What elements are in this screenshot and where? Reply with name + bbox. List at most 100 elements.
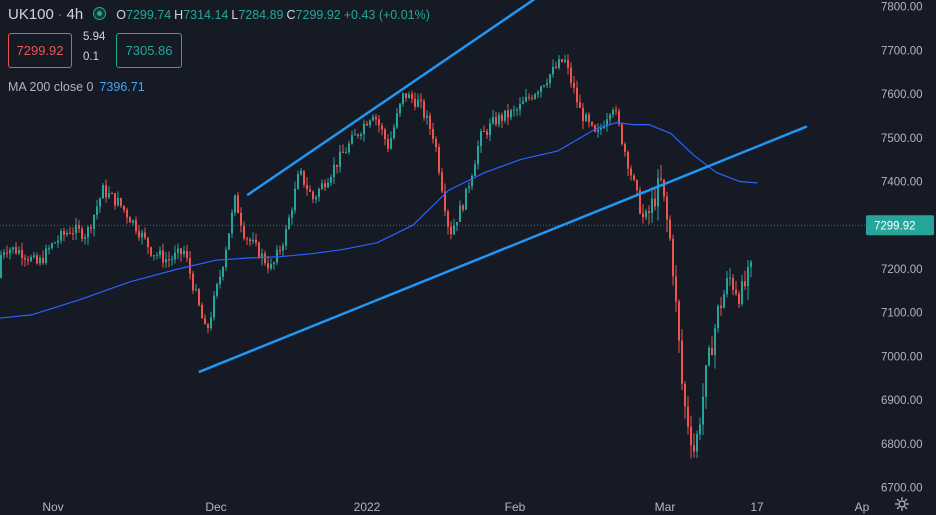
candle-body [327, 182, 329, 188]
candle-body [195, 289, 197, 291]
candle-body [375, 116, 377, 120]
candle-body [573, 83, 575, 88]
price-axis[interactable]: 7800.007700.007600.007500.007400.007300.… [881, 2, 923, 495]
candle-body [708, 347, 710, 366]
sell-button[interactable]: 7299.92 [8, 33, 72, 68]
candle-body [720, 305, 722, 308]
gear-icon[interactable] [894, 496, 910, 512]
close-value: 7299.92 [295, 8, 341, 22]
candle-body [672, 238, 674, 277]
candle-body [261, 253, 263, 258]
lines-layer [0, 0, 808, 373]
candle-body [579, 102, 581, 108]
candle-body [681, 340, 683, 384]
candle-body [267, 263, 269, 269]
candle-body [120, 198, 122, 206]
candle-body [492, 117, 494, 124]
candle-body [549, 74, 551, 84]
candle-body [486, 131, 488, 135]
candle-body [387, 139, 389, 149]
candle-body [408, 94, 410, 99]
candle-body [561, 59, 563, 62]
candle-body [456, 221, 458, 226]
candle-body [627, 152, 629, 169]
candle-body [156, 255, 158, 257]
candle-body [192, 273, 194, 291]
symbol-name[interactable]: UK100 [8, 6, 54, 23]
candle-body [543, 85, 545, 87]
candle-body [294, 188, 296, 211]
y-tick-label: 7000.00 [881, 351, 923, 363]
candle-body [273, 262, 275, 264]
candle-body [231, 212, 233, 234]
candle-body [501, 114, 503, 121]
candle-body [750, 261, 752, 267]
candle-body [246, 238, 248, 240]
candle-body [714, 328, 716, 355]
candle-body [507, 110, 509, 118]
candle-body [735, 289, 737, 294]
candle-body [111, 193, 113, 195]
candle-body [663, 179, 665, 197]
candle-body [87, 227, 89, 238]
indicator-legend[interactable]: MA 200 close 0 7396.71 [8, 80, 145, 94]
candle-body [24, 257, 26, 260]
trendline-upper[interactable] [246, 0, 536, 196]
trendline-lower[interactable] [198, 125, 808, 373]
candle-body [357, 134, 359, 136]
candle-body [687, 406, 689, 427]
candle-body [420, 99, 422, 102]
candle-body [42, 257, 44, 263]
candle-body [468, 186, 470, 189]
candle-body [732, 277, 734, 290]
time-axis[interactable]: Nov Dec 2022 Feb Mar 17 Ap [42, 500, 869, 514]
y-tick-label: 6900.00 [881, 395, 923, 407]
candle-body [462, 205, 464, 210]
candle-body [36, 255, 38, 264]
candle-body [201, 304, 203, 319]
candle-body [564, 59, 566, 62]
candle-body [306, 184, 308, 190]
candle-body [531, 97, 533, 99]
candle-body [684, 383, 686, 407]
candle-body [99, 198, 101, 207]
candle-body [552, 66, 554, 75]
candle-body [321, 183, 323, 190]
interval-label[interactable]: 4h [66, 6, 84, 23]
candle-body [54, 242, 56, 244]
candle-body [132, 220, 134, 223]
candle-body [390, 138, 392, 149]
candle-body [585, 114, 587, 122]
candle-body [525, 96, 527, 102]
candle-body [570, 67, 572, 84]
candle-body [291, 210, 293, 218]
candle-body [576, 87, 578, 103]
candle-body [642, 213, 644, 218]
candle-body [30, 256, 32, 261]
candle-body [699, 424, 701, 435]
candle-body [72, 233, 74, 235]
candle-body [465, 188, 467, 210]
candle-body [582, 107, 584, 122]
candle-body [693, 445, 695, 452]
candle-body [690, 426, 692, 446]
candle-body [615, 109, 617, 112]
candle-body [477, 146, 479, 165]
candle-body [33, 255, 35, 257]
candle-body [69, 232, 71, 234]
x-tick-label: Dec [205, 500, 226, 514]
buy-button[interactable]: 7305.86 [116, 33, 182, 68]
candle-body [57, 240, 59, 243]
candle-body [300, 170, 302, 175]
candle-body [711, 347, 713, 355]
candle-body [186, 250, 188, 259]
ma-200-line[interactable] [0, 121, 758, 320]
candle-body [651, 198, 653, 213]
candle-body [351, 135, 353, 144]
candle-body [117, 198, 119, 206]
candle-body [609, 114, 611, 120]
candle-body [27, 259, 29, 261]
candle-body [393, 127, 395, 139]
